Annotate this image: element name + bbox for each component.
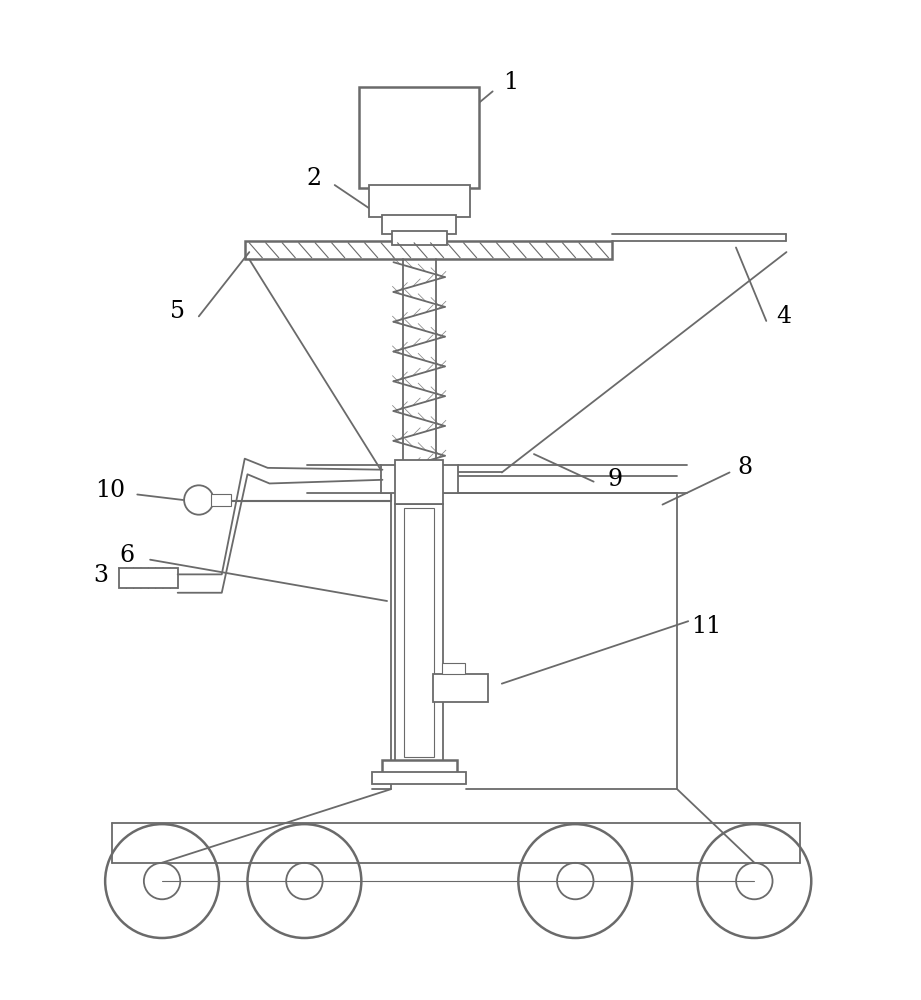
- Text: 8: 8: [738, 456, 752, 479]
- Text: 10: 10: [95, 479, 125, 502]
- Bar: [380, 465, 458, 493]
- Bar: [211, 494, 231, 506]
- Bar: [359, 87, 479, 188]
- Bar: [395, 460, 443, 504]
- Bar: [442, 663, 465, 674]
- Bar: [245, 241, 612, 259]
- Text: 2: 2: [306, 167, 321, 190]
- Text: 5: 5: [170, 300, 185, 323]
- Bar: [433, 674, 488, 702]
- Bar: [395, 504, 443, 762]
- Bar: [391, 231, 447, 245]
- Text: 1: 1: [504, 71, 519, 94]
- Bar: [404, 508, 434, 757]
- Bar: [381, 760, 457, 773]
- Bar: [372, 772, 466, 784]
- Text: 6: 6: [120, 544, 134, 567]
- Text: 3: 3: [93, 564, 108, 587]
- Text: 4: 4: [776, 305, 791, 328]
- Bar: [119, 568, 178, 588]
- Text: 9: 9: [607, 468, 623, 491]
- Bar: [382, 215, 456, 234]
- Text: 11: 11: [692, 615, 722, 638]
- Bar: [368, 185, 470, 217]
